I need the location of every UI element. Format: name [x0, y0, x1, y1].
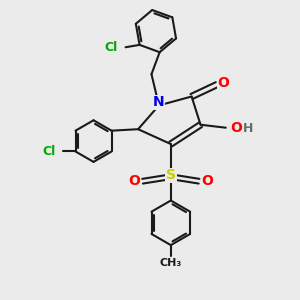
Text: O: O	[128, 174, 140, 188]
Text: S: S	[166, 168, 176, 182]
Text: H: H	[243, 122, 254, 135]
Text: N: N	[152, 95, 164, 110]
Text: Cl: Cl	[42, 145, 55, 158]
Text: CH₃: CH₃	[160, 258, 182, 268]
Text: O: O	[230, 121, 242, 135]
Text: O: O	[201, 174, 213, 188]
Text: Cl: Cl	[105, 41, 118, 54]
Text: O: O	[218, 76, 230, 90]
